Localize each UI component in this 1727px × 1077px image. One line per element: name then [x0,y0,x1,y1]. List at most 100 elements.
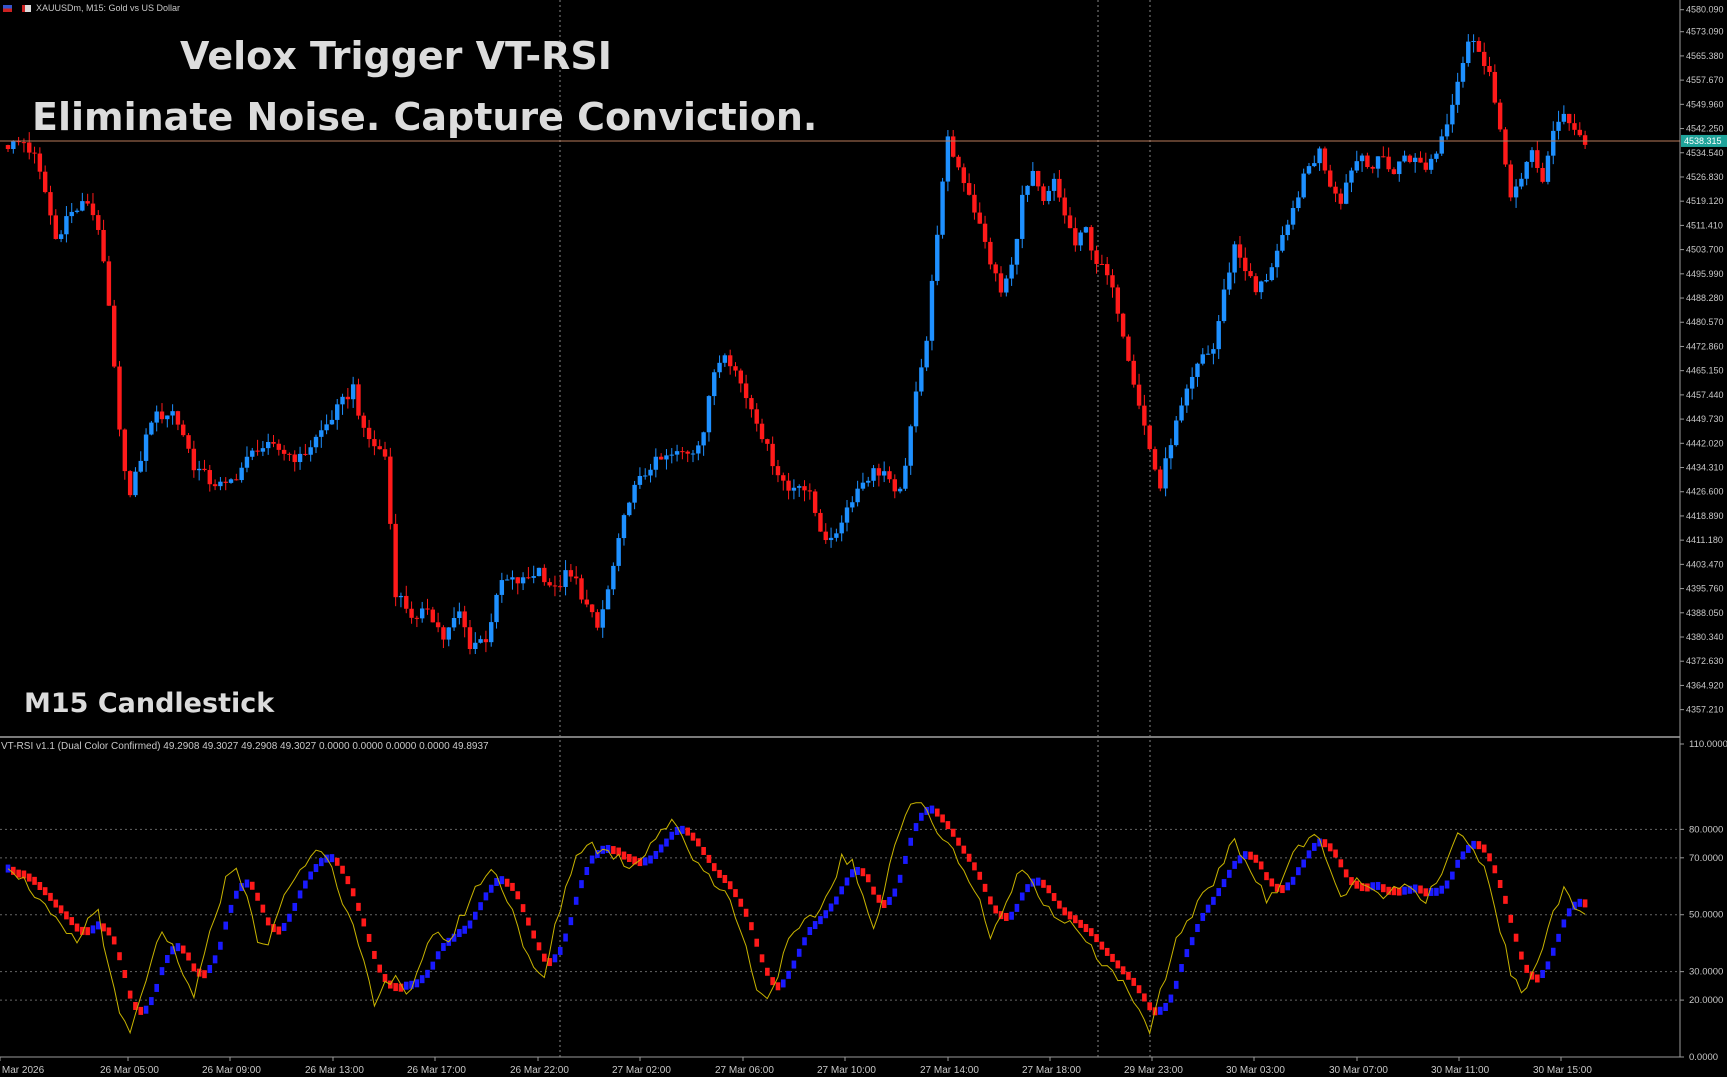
candle [489,613,494,647]
candle [1471,34,1476,53]
rsi-block [494,877,499,886]
candle [181,420,186,437]
candle-body [1540,168,1545,182]
rsi-tick-label: 80.0000 [1689,824,1723,835]
rsi-block [1513,933,1519,942]
rsi-block [1073,915,1078,924]
rsi-block [48,892,53,901]
candle [951,130,956,158]
price-tick-label: 4519.120 [1686,196,1724,206]
candle-body [350,384,356,400]
candle-body [414,617,420,619]
candle-body [281,449,287,454]
candle [526,567,531,580]
candle-body [430,609,436,623]
candle [1439,129,1444,156]
rsi-block [1163,1002,1168,1011]
candle [191,440,197,478]
rsi-block [1280,885,1285,894]
candle [1551,121,1556,165]
rsi-block [1195,924,1200,933]
candle [1418,151,1423,163]
candle [977,202,982,224]
rsi-block [1014,903,1020,912]
candle [754,403,759,432]
candle-body [605,589,611,610]
rsi-block [127,990,133,999]
candle [260,440,266,457]
candle-body [818,512,823,532]
candle [935,225,940,286]
candle-body [271,441,276,444]
vt-rsi-pane [0,802,1680,1036]
candle-body [1482,51,1487,67]
rsi-block [1359,883,1365,892]
rsi-block [547,958,552,967]
candle-body [876,468,882,476]
rsi-block [1524,964,1529,973]
candle-body [1142,405,1147,426]
candle-body [1211,349,1216,354]
candle-body [1582,135,1588,145]
rsi-block [690,832,696,841]
candle-body [759,423,765,440]
candle-body [159,411,165,420]
candle [1067,207,1073,229]
candle-body [255,450,260,452]
candle [876,463,882,487]
candle-body [547,582,552,586]
rsi-block [462,925,467,934]
rsi-block [1296,867,1301,876]
candle [462,605,467,638]
rsi-block [372,950,377,959]
rsi-block [1450,871,1455,880]
candle-body [1450,104,1455,125]
time-tick-label: 27 Mar 10:00 [817,1065,876,1076]
candle [58,230,64,243]
rsi-block [186,952,191,961]
candle-body [1179,405,1184,421]
candle-body [712,372,717,397]
candle-body [1551,130,1556,156]
candle [1099,254,1105,265]
candle [186,433,191,454]
candle [1020,185,1025,249]
rsi-block [255,892,260,901]
chart-type-icon[interactable] [22,4,31,12]
candle [1184,384,1190,413]
candle-body [1104,264,1110,276]
candle-body [1439,136,1444,154]
rsi-block [733,889,738,898]
candle [202,459,207,472]
candle-body [1381,156,1386,158]
time-tick-label: 26 Mar 22:00 [510,1065,569,1076]
rsi-block [557,946,563,955]
rsi-block [1274,883,1280,892]
time-tick-label: 30 Mar 15:00 [1533,1065,1592,1076]
candle [1370,165,1375,174]
candle-body [207,470,212,485]
candle-body [451,617,457,628]
candle [701,431,706,456]
rsi-block [80,926,85,935]
rsi-block [101,923,106,932]
candle-body [1290,208,1296,225]
candle-body [913,391,919,427]
candle-body [196,468,202,471]
menu-flag-icon[interactable] [3,4,12,12]
candle [1487,56,1492,77]
candle [69,203,74,224]
candle [292,450,297,472]
rsi-block [1221,879,1227,888]
candle-body [1322,148,1328,171]
candle [313,434,319,454]
candle [207,464,212,492]
candle [1482,42,1487,75]
rsi-block [552,954,558,963]
candle [717,355,722,378]
candle [159,403,165,424]
rsi-block [674,826,680,835]
rsi-block [218,941,223,950]
rsi-block [1465,844,1471,853]
